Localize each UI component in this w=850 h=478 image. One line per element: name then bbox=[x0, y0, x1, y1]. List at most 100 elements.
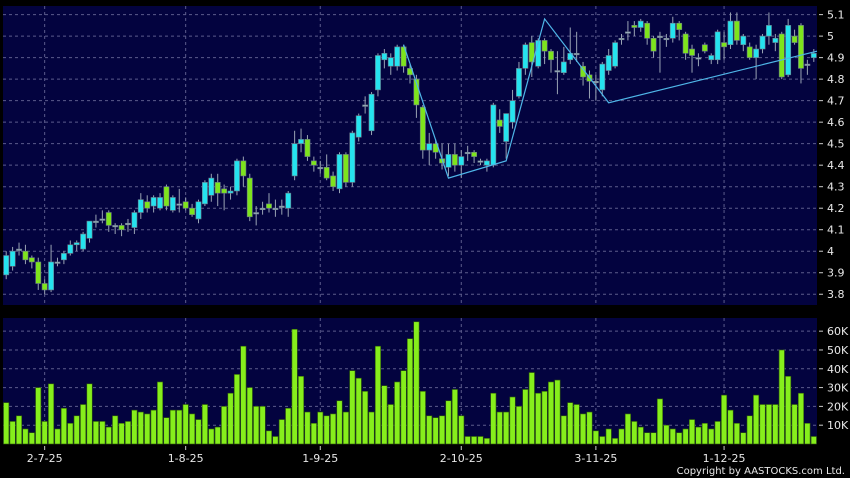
volume-bar bbox=[701, 423, 708, 445]
volume-bar bbox=[464, 436, 471, 445]
volume-bar bbox=[797, 392, 804, 445]
price-tick-label: 3.9 bbox=[827, 267, 845, 280]
volume-bar bbox=[9, 421, 16, 445]
volume-bar bbox=[644, 432, 651, 445]
volume-bar bbox=[80, 404, 87, 445]
candle-body bbox=[99, 218, 106, 221]
candle-body bbox=[701, 44, 708, 52]
candle-body bbox=[144, 201, 151, 209]
candle-body bbox=[381, 53, 388, 61]
volume-bar bbox=[118, 423, 125, 445]
candle-body bbox=[60, 253, 67, 261]
volume-bar bbox=[432, 417, 439, 445]
candle-body bbox=[560, 61, 567, 73]
candle-body bbox=[778, 33, 785, 78]
candle-body bbox=[253, 212, 260, 215]
candle-body bbox=[41, 283, 48, 291]
volume-bar bbox=[317, 411, 324, 445]
volume-bar bbox=[419, 391, 426, 445]
volume-bar bbox=[605, 428, 612, 445]
candle-body bbox=[605, 55, 612, 71]
volume-bar bbox=[54, 428, 61, 445]
candle-body bbox=[240, 160, 247, 177]
volume-bar bbox=[541, 391, 548, 445]
volume-bar bbox=[727, 409, 734, 445]
volume-bar bbox=[477, 436, 484, 445]
volume-bar bbox=[259, 406, 266, 445]
volume-bar bbox=[528, 372, 535, 445]
volume-bar bbox=[695, 426, 702, 445]
volume-bar bbox=[490, 392, 497, 445]
candle-body bbox=[125, 222, 131, 226]
price-tick-label: 4.9 bbox=[827, 52, 845, 65]
volume-bar bbox=[535, 392, 542, 445]
candle-body bbox=[157, 197, 163, 209]
volume-bar bbox=[753, 394, 760, 445]
candle-body bbox=[375, 55, 381, 91]
candle-body bbox=[28, 257, 35, 263]
volume-bar bbox=[163, 417, 170, 445]
candle-body bbox=[464, 151, 471, 155]
volume-bar bbox=[137, 411, 144, 445]
volume-bar bbox=[304, 411, 311, 445]
candle-body bbox=[93, 220, 99, 223]
candle-body bbox=[509, 100, 516, 123]
candle-body bbox=[208, 177, 215, 196]
volume-bar bbox=[804, 423, 811, 445]
price-panel: 3.8 3.9 4 4.1 4.2 4.3 4.4 4.5 4.6 4.7 4.8 4.9 5 5.1 bbox=[3, 6, 845, 305]
candle-body bbox=[625, 31, 631, 34]
volume-bar bbox=[310, 423, 317, 445]
volume-tick-label: 30K bbox=[827, 382, 849, 395]
volume-tick-label: 50K bbox=[827, 344, 849, 357]
candle-body bbox=[592, 80, 599, 84]
candle-body bbox=[528, 42, 535, 63]
volume-bar bbox=[73, 415, 80, 445]
candle-body bbox=[9, 250, 16, 267]
volume-bar bbox=[157, 381, 164, 445]
candle-body bbox=[272, 207, 279, 211]
candle-body bbox=[67, 244, 74, 254]
volume-bar bbox=[92, 421, 99, 445]
candle-body bbox=[490, 104, 497, 166]
candle-body bbox=[721, 42, 727, 48]
volume-bar bbox=[253, 406, 260, 445]
candle-body bbox=[650, 37, 657, 52]
candle-body bbox=[246, 177, 253, 218]
volume-bar bbox=[3, 402, 10, 445]
candle-body bbox=[336, 154, 343, 190]
volume-bar bbox=[765, 404, 772, 445]
volume-bar bbox=[515, 406, 522, 445]
candle-body bbox=[426, 143, 433, 151]
volume-bar bbox=[246, 387, 253, 445]
candle-body bbox=[189, 207, 195, 215]
volume-bar bbox=[637, 426, 644, 445]
volume-bar bbox=[22, 428, 29, 445]
volume-bar bbox=[124, 421, 131, 445]
candle-body bbox=[400, 46, 407, 67]
volume-bar bbox=[368, 411, 375, 445]
candle-body bbox=[766, 25, 772, 37]
volume-bar bbox=[144, 413, 151, 445]
volume-bar bbox=[41, 421, 48, 445]
candle-body bbox=[266, 203, 272, 209]
candle-body bbox=[304, 139, 311, 157]
volume-bar bbox=[592, 430, 599, 445]
candle-body bbox=[310, 160, 317, 166]
price-tick-label: 4.4 bbox=[827, 159, 845, 172]
date-axis: 2-7-25 1-8-25 1-9-25 2-10-25 3-11-25 1-12-25 bbox=[27, 446, 746, 465]
volume-bar bbox=[471, 436, 478, 445]
volume-bar bbox=[342, 411, 349, 445]
candle-body bbox=[522, 44, 529, 69]
candle-body bbox=[112, 225, 119, 228]
candle-body bbox=[317, 167, 324, 170]
candle-body bbox=[394, 46, 401, 67]
volume-bar bbox=[612, 438, 619, 445]
volume-bar bbox=[387, 404, 394, 445]
date-tick-label: 1-9-25 bbox=[302, 452, 338, 465]
candle-body bbox=[708, 55, 715, 61]
candle-body bbox=[131, 212, 138, 228]
volume-bar bbox=[650, 432, 657, 445]
volume-bar bbox=[169, 409, 176, 445]
volume-bar bbox=[285, 407, 292, 445]
